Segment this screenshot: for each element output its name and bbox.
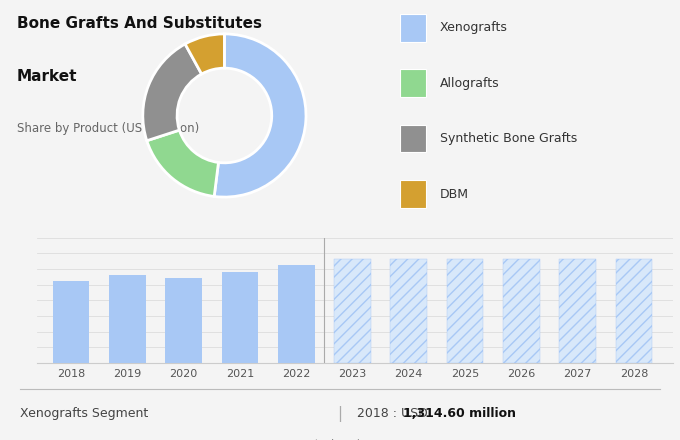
Wedge shape xyxy=(185,34,224,74)
Bar xyxy=(615,259,652,363)
Wedge shape xyxy=(214,34,306,197)
Text: 2018 : USD: 2018 : USD xyxy=(357,407,432,420)
Text: Share by Product (USD million): Share by Product (USD million) xyxy=(17,122,199,136)
Bar xyxy=(222,272,258,363)
Text: Xenografts: Xenografts xyxy=(440,21,508,34)
Text: Market: Market xyxy=(17,69,78,84)
Bar xyxy=(109,275,146,363)
Bar xyxy=(278,265,315,363)
Text: Xenografts Segment: Xenografts Segment xyxy=(20,407,149,420)
Bar xyxy=(400,125,426,152)
Bar xyxy=(390,259,427,363)
Bar xyxy=(400,180,426,208)
Text: Allografts: Allografts xyxy=(440,77,500,90)
Bar xyxy=(165,278,202,363)
Text: DBM: DBM xyxy=(440,187,469,201)
Bar xyxy=(503,259,539,363)
Wedge shape xyxy=(143,44,201,141)
Bar xyxy=(447,259,483,363)
Bar xyxy=(400,14,426,41)
Bar xyxy=(334,259,371,363)
Wedge shape xyxy=(147,130,218,196)
Bar xyxy=(559,259,596,363)
Text: |: | xyxy=(337,406,343,422)
Bar xyxy=(53,281,90,363)
Text: 1,314.60 million: 1,314.60 million xyxy=(403,407,516,420)
Text: Synthetic Bone Grafts: Synthetic Bone Grafts xyxy=(440,132,577,145)
Text: Bone Grafts And Substitutes: Bone Grafts And Substitutes xyxy=(17,16,262,31)
Bar xyxy=(400,69,426,97)
